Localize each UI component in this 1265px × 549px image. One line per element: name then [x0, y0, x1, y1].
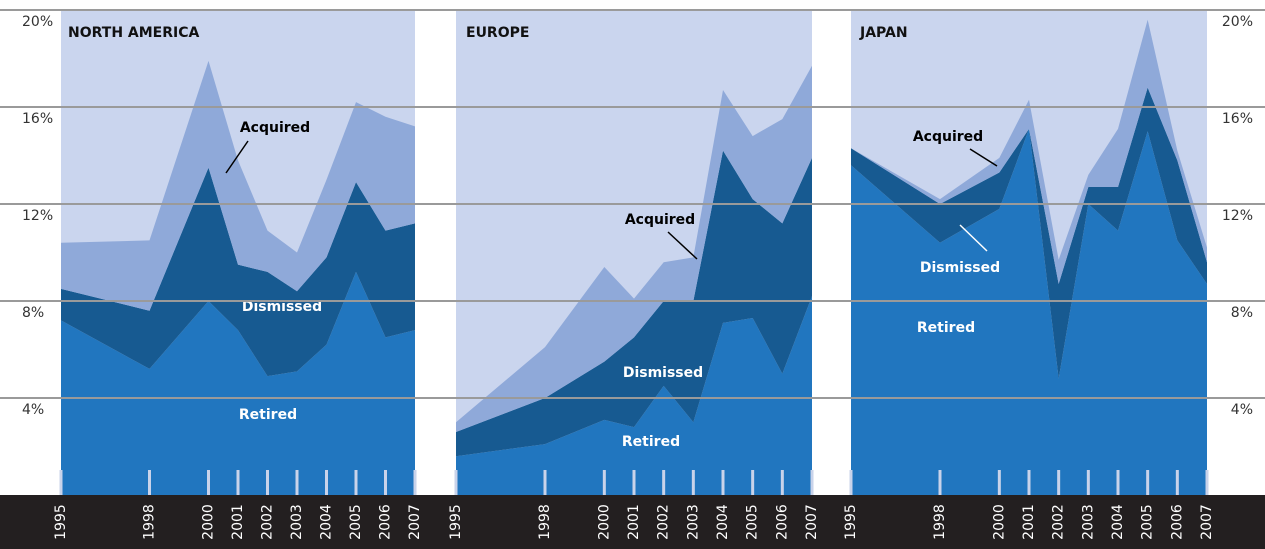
- y-tick-label: 16%: [1222, 111, 1253, 127]
- area: [61, 271, 415, 495]
- x-tick-label: 2004: [1110, 504, 1126, 540]
- series-label: Retired: [622, 434, 680, 450]
- x-tick-label: 2000: [596, 504, 612, 540]
- x-tick-label: 2004: [715, 504, 731, 540]
- x-tick-label: 1995: [53, 504, 69, 540]
- series-label: Dismissed: [920, 260, 1000, 276]
- x-tick-label: 2003: [289, 504, 305, 540]
- y-tick-label: 4%: [1231, 402, 1253, 418]
- x-tick-label: 2004: [319, 504, 335, 540]
- x-tick-label: 2005: [745, 504, 761, 540]
- series-label: Retired: [239, 407, 297, 423]
- x-tick-label: 1998: [537, 504, 553, 540]
- x-tick-label: 2002: [260, 504, 276, 540]
- panel-title: NORTH AMERICA: [68, 25, 200, 41]
- x-tick-label: 2006: [1169, 504, 1185, 540]
- area: [61, 60, 415, 311]
- area: [456, 65, 812, 432]
- y-tick-label: 4%: [22, 402, 44, 418]
- series-label: Retired: [917, 320, 975, 336]
- leader-line: [969, 148, 998, 167]
- x-tick-label: 2007: [1199, 504, 1215, 540]
- x-tick-label: 2001: [626, 504, 642, 540]
- x-tick-label: 1995: [448, 504, 464, 540]
- series-label: Acquired: [625, 212, 695, 228]
- area: [61, 167, 415, 377]
- y-tick-label: 8%: [22, 305, 44, 321]
- y-tick-label: 16%: [22, 111, 53, 127]
- series-label: Acquired: [240, 120, 310, 136]
- x-tick-label: 2007: [804, 504, 820, 540]
- y-tick-label: 8%: [1231, 305, 1253, 321]
- x-tick-label: 1995: [843, 504, 859, 540]
- area: [851, 128, 1207, 495]
- y-tick-label: 20%: [1222, 14, 1253, 30]
- x-tick-label: 2007: [407, 504, 423, 540]
- area: [456, 296, 812, 495]
- leader-line: [667, 231, 698, 260]
- x-tick-label: 2003: [1080, 504, 1096, 540]
- leader-line: [959, 224, 988, 252]
- leader-line: [225, 140, 249, 174]
- x-tick-label: 1998: [932, 504, 948, 540]
- x-tick-label: 2000: [991, 504, 1007, 540]
- x-tick-label: 2003: [685, 504, 701, 540]
- series-label: Dismissed: [623, 365, 703, 381]
- x-tick-label: 2000: [201, 504, 217, 540]
- x-tick-label: 1998: [142, 504, 158, 540]
- x-tick-label: 2001: [230, 504, 246, 540]
- y-tick-label: 12%: [22, 208, 53, 224]
- x-tick-label: 2002: [1051, 504, 1067, 540]
- series-label: Dismissed: [242, 299, 322, 315]
- x-tick-label: 2005: [1140, 504, 1156, 540]
- x-tick-label: 2005: [348, 504, 364, 540]
- series-label: Acquired: [913, 129, 983, 145]
- panel-title: EUROPE: [466, 25, 529, 41]
- x-tick-label: 2006: [378, 504, 394, 540]
- x-tick-label: 2002: [656, 504, 672, 540]
- x-tick-label: 2006: [774, 504, 790, 540]
- x-axis-band: [0, 495, 1265, 549]
- panel-title: JAPAN: [859, 25, 908, 41]
- x-tick-label: 2001: [1021, 504, 1037, 540]
- y-tick-label: 12%: [1222, 208, 1253, 224]
- area: [456, 150, 812, 457]
- y-tick-label: 20%: [22, 14, 53, 30]
